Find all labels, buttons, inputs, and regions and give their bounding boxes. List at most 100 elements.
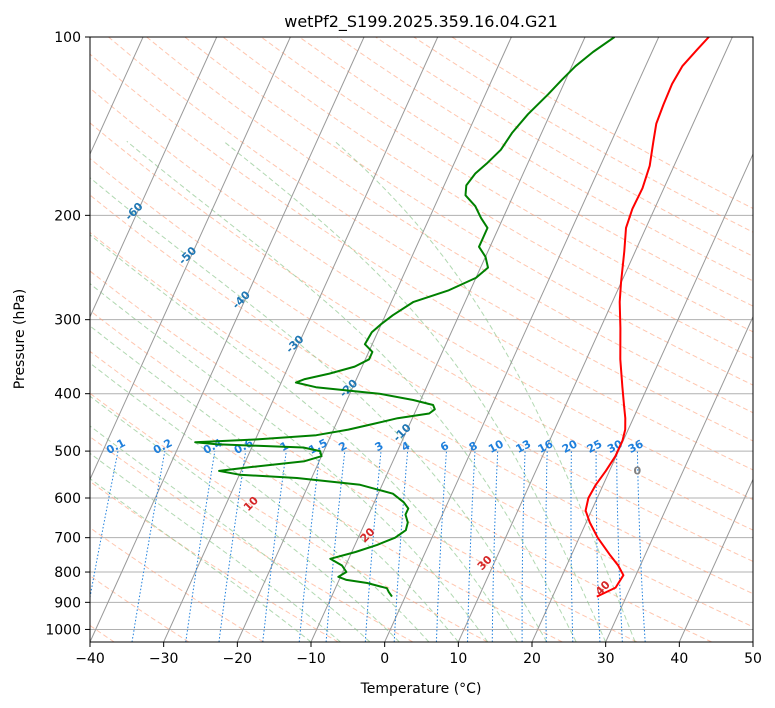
dry-adiabat-line bbox=[184, 37, 753, 386]
isotherm-label: -50 bbox=[176, 244, 199, 267]
mixing-ratio-line bbox=[90, 451, 119, 601]
dry-adiabat-line bbox=[222, 37, 753, 359]
dry-adiabat-line bbox=[90, 122, 753, 531]
x-tick-label: −20 bbox=[223, 651, 253, 667]
mixing-ratio-label: 13 bbox=[514, 437, 534, 456]
mixing-ratio-line bbox=[393, 451, 409, 642]
dry-adiabat-line bbox=[260, 37, 753, 333]
moist-adiabat-line bbox=[334, 140, 636, 642]
dry-adiabat-line bbox=[299, 37, 753, 307]
dry-adiabat-line bbox=[337, 37, 753, 282]
isotherm-line bbox=[531, 152, 753, 642]
mixing-ratio-label: 10 bbox=[486, 437, 506, 456]
moist-adiabat-line bbox=[90, 234, 518, 642]
mixing-ratio-line bbox=[218, 451, 247, 642]
isotherm-line bbox=[90, 37, 291, 481]
isotherm-label: -60 bbox=[122, 200, 145, 223]
y-tick-label: 700 bbox=[54, 531, 81, 547]
x-tick-label: 20 bbox=[523, 651, 541, 667]
mixing-ratio-line bbox=[595, 451, 601, 642]
y-tick-label: 600 bbox=[54, 491, 81, 507]
moist-adiabat-line bbox=[90, 177, 548, 642]
mixing-ratio-label: 20 bbox=[560, 437, 580, 456]
dry-adiabat-line bbox=[451, 37, 753, 210]
dry-adiabat-label: 30 bbox=[475, 553, 495, 573]
isotherm-line bbox=[457, 37, 733, 642]
isotherm-line bbox=[163, 37, 439, 642]
mixing-ratio-label: 3 bbox=[373, 439, 386, 454]
x-tick-label: −30 bbox=[149, 651, 179, 667]
mixing-ratio-line bbox=[570, 451, 574, 642]
plot-frame bbox=[89, 36, 754, 643]
y-tick-label: 400 bbox=[54, 387, 81, 403]
isotherm-line bbox=[752, 640, 753, 642]
isotherm-label: -70 bbox=[69, 155, 92, 178]
dry-adiabat-line bbox=[90, 436, 414, 642]
isotherm-line bbox=[90, 37, 365, 642]
isotherm-line bbox=[310, 37, 586, 642]
y-tick-label: 200 bbox=[54, 208, 81, 224]
isotherm-label: -80 bbox=[15, 111, 38, 134]
mixing-ratio-label: 8 bbox=[467, 439, 480, 454]
dewpoint-profile-line bbox=[194, 37, 616, 598]
mixing-ratio-line bbox=[616, 451, 623, 642]
x-axis-label: Temperature (°C) bbox=[360, 681, 482, 697]
dry-adiabat-line bbox=[90, 231, 753, 628]
dry-adiabat-line bbox=[90, 350, 563, 642]
y-tick-label: 800 bbox=[54, 565, 81, 581]
dry-adiabat-line bbox=[90, 392, 488, 642]
y-tick-label: 900 bbox=[54, 595, 81, 611]
y-tick-label: 1000 bbox=[45, 622, 81, 638]
y-axis-label: Pressure (hPa) bbox=[12, 289, 28, 389]
mixing-ratio-label: 2 bbox=[336, 439, 349, 454]
data-series bbox=[194, 37, 710, 598]
mixing-ratio-label: 0.4 bbox=[201, 436, 225, 457]
moist-adiabat-line bbox=[90, 425, 371, 642]
isotherm-line bbox=[90, 37, 144, 156]
x-tick-label: 10 bbox=[449, 651, 467, 667]
x-tick-label: −40 bbox=[75, 651, 105, 667]
mixing-ratio-label: 1.5 bbox=[306, 436, 329, 457]
isotherm-line bbox=[90, 37, 218, 318]
moist-adiabat-line bbox=[223, 140, 607, 642]
mixing-ratio-line bbox=[298, 451, 321, 642]
isotherm-line bbox=[384, 37, 660, 642]
mixing-ratio-label: 36 bbox=[626, 437, 646, 456]
mixing-ratio-label: 25 bbox=[585, 437, 605, 456]
moist-adiabat-label: 0 bbox=[633, 465, 641, 478]
mixing-ratio-label: 16 bbox=[536, 437, 556, 456]
isotherm-line bbox=[678, 478, 753, 642]
isotherm-line bbox=[236, 37, 512, 642]
line-labels: 0.10.20.40.611.52346810131620253036-100-… bbox=[15, 111, 646, 598]
mixing-ratio-line bbox=[636, 451, 646, 642]
x-tick-label: 30 bbox=[597, 651, 615, 667]
dry-adiabat-line bbox=[90, 157, 753, 562]
mixing-ratio-label: 30 bbox=[605, 437, 625, 456]
dry-adiabat-line bbox=[90, 575, 190, 642]
mixing-ratio-label: 0.2 bbox=[151, 436, 174, 457]
mixing-ratio-line bbox=[467, 451, 476, 642]
x-tick-label: 50 bbox=[744, 651, 762, 667]
dry-adiabat-label: 40 bbox=[593, 578, 613, 598]
mixing-ratio-line bbox=[545, 451, 548, 642]
dry-adiabat-label: 20 bbox=[358, 525, 378, 545]
mixing-ratio-line bbox=[364, 451, 382, 642]
isotherm-label: -30 bbox=[283, 332, 306, 355]
dry-adiabat-line bbox=[108, 37, 753, 442]
axes: −40 −30 −20 −10 0 10 20 30 40 5010009008007006005… bbox=[45, 30, 762, 667]
mixing-ratio-line bbox=[131, 451, 166, 642]
temperature-profile-line bbox=[584, 37, 710, 598]
dry-adiabat-line bbox=[146, 37, 753, 414]
dry-adiabat-line bbox=[90, 270, 712, 642]
chart-title: wetPf2_S199.2025.359.16.04.G21 bbox=[284, 12, 558, 32]
isotherm-line bbox=[0, 37, 69, 642]
x-tick-label: 0 bbox=[380, 651, 389, 667]
y-tick-label: 100 bbox=[54, 30, 81, 46]
mixing-ratio-line bbox=[325, 451, 346, 642]
dry-adiabat-line bbox=[90, 194, 753, 595]
mixing-ratio-line bbox=[435, 451, 447, 642]
moist-adiabat-line bbox=[90, 478, 312, 642]
dry-adiabat-line bbox=[90, 87, 753, 501]
y-tick-label: 300 bbox=[54, 313, 81, 329]
